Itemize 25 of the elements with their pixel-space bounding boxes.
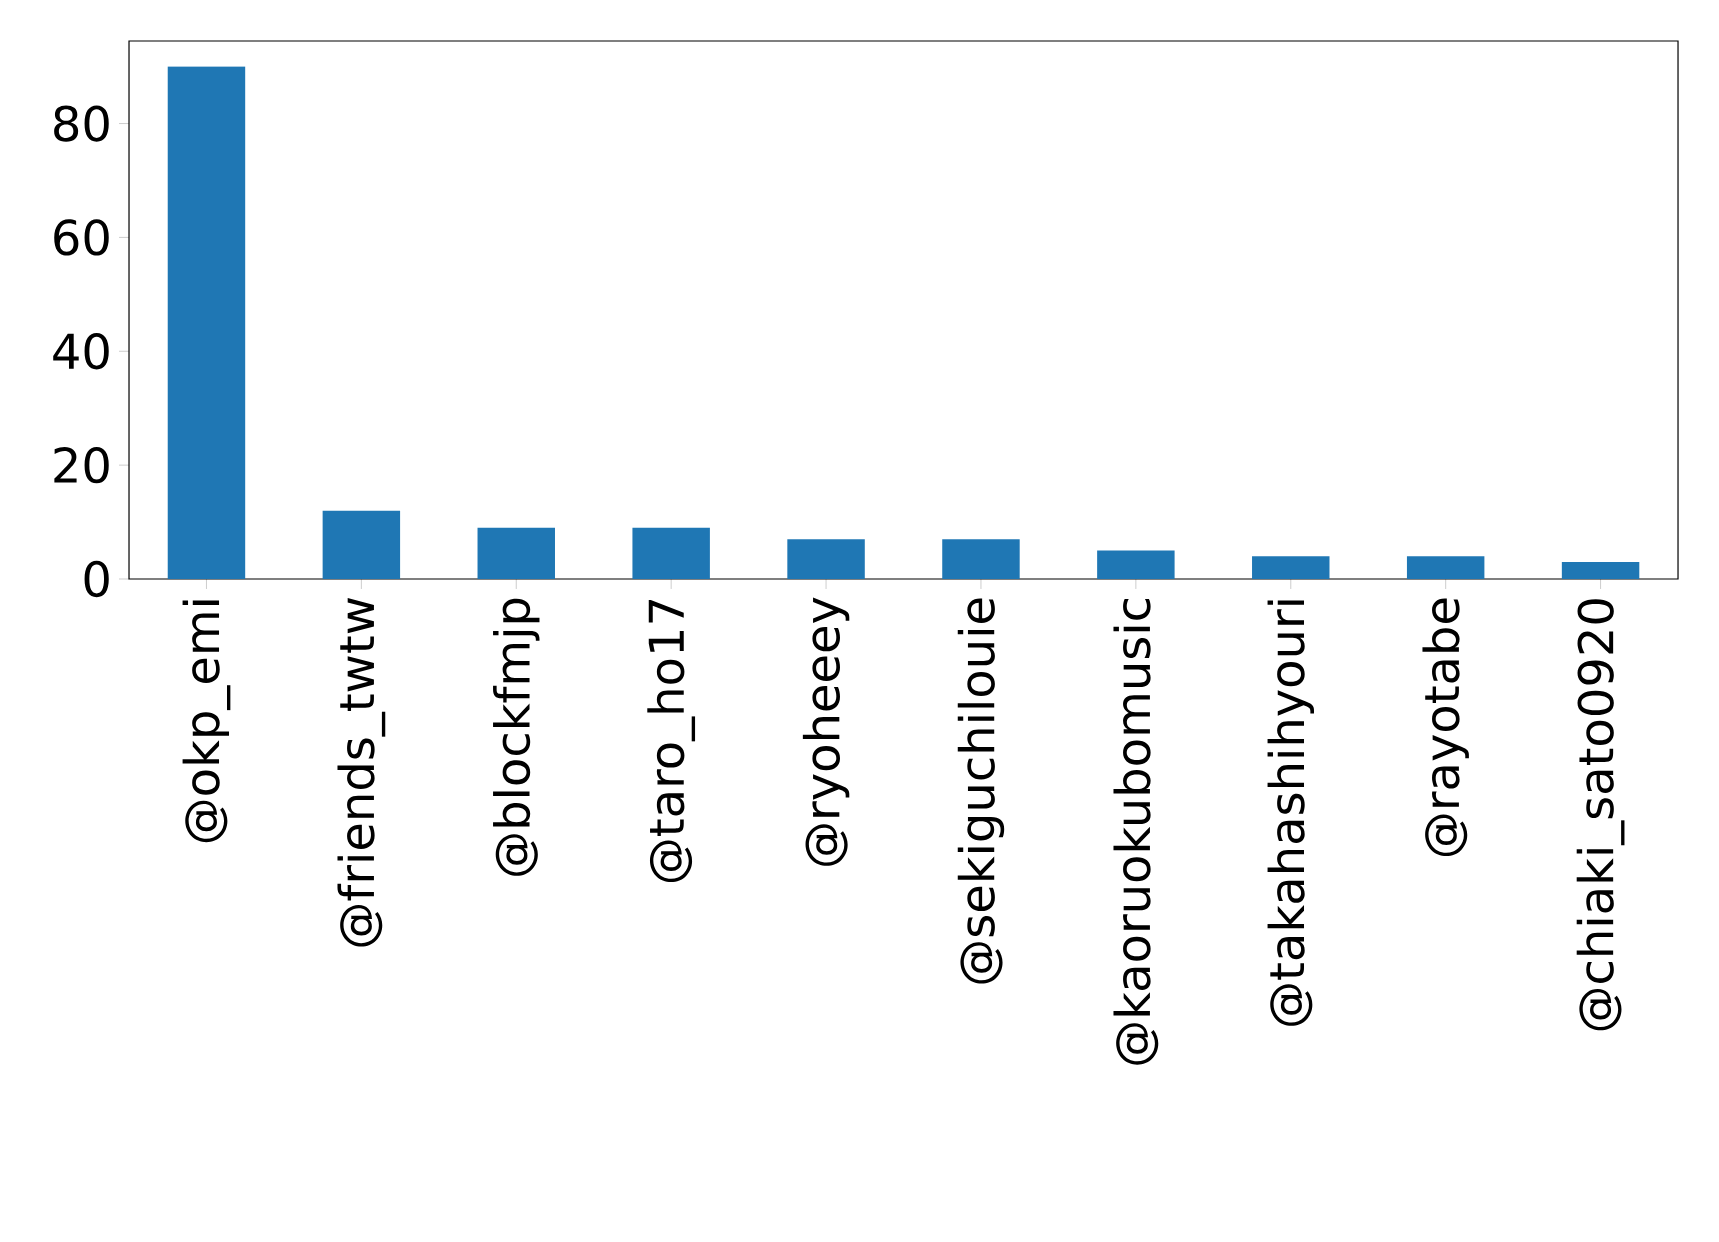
bar	[477, 527, 555, 579]
bar	[1252, 556, 1330, 579]
bar	[167, 66, 246, 579]
x-tick-label: @friends_twtw	[337, 598, 386, 947]
y-tick-label: 0	[84, 560, 109, 598]
x-tick-label: @okp_emi	[182, 600, 231, 843]
x-tick-label: @kaoruokubomusic	[1113, 598, 1159, 1065]
x-tick-label: @chiaki_sato0920	[1576, 599, 1625, 1031]
bar	[632, 527, 710, 579]
y-tick-label: 40	[53, 333, 109, 370]
bar	[322, 510, 401, 579]
x-tick-label: @ryoheeey	[802, 597, 850, 866]
x-tick-label: @blockfmjp	[493, 598, 540, 876]
bar	[942, 539, 1020, 579]
y-tick-label: 20	[54, 446, 109, 484]
bar	[787, 539, 865, 579]
bar	[1406, 556, 1485, 579]
x-tick-label: @takahashihyouri	[1267, 600, 1314, 1026]
bar	[1561, 561, 1640, 579]
y-tick-label: 80	[54, 105, 109, 142]
bar	[1097, 550, 1175, 579]
x-tick-label: @sekiguchilouie	[957, 598, 1005, 984]
x-tick-label: @rayotabe	[1422, 598, 1469, 857]
x-tick-label: @taro_ho17	[647, 600, 696, 883]
y-tick-label: 60	[54, 219, 109, 256]
